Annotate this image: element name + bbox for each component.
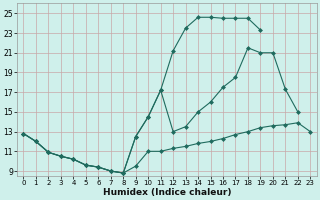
X-axis label: Humidex (Indice chaleur): Humidex (Indice chaleur): [103, 188, 231, 197]
